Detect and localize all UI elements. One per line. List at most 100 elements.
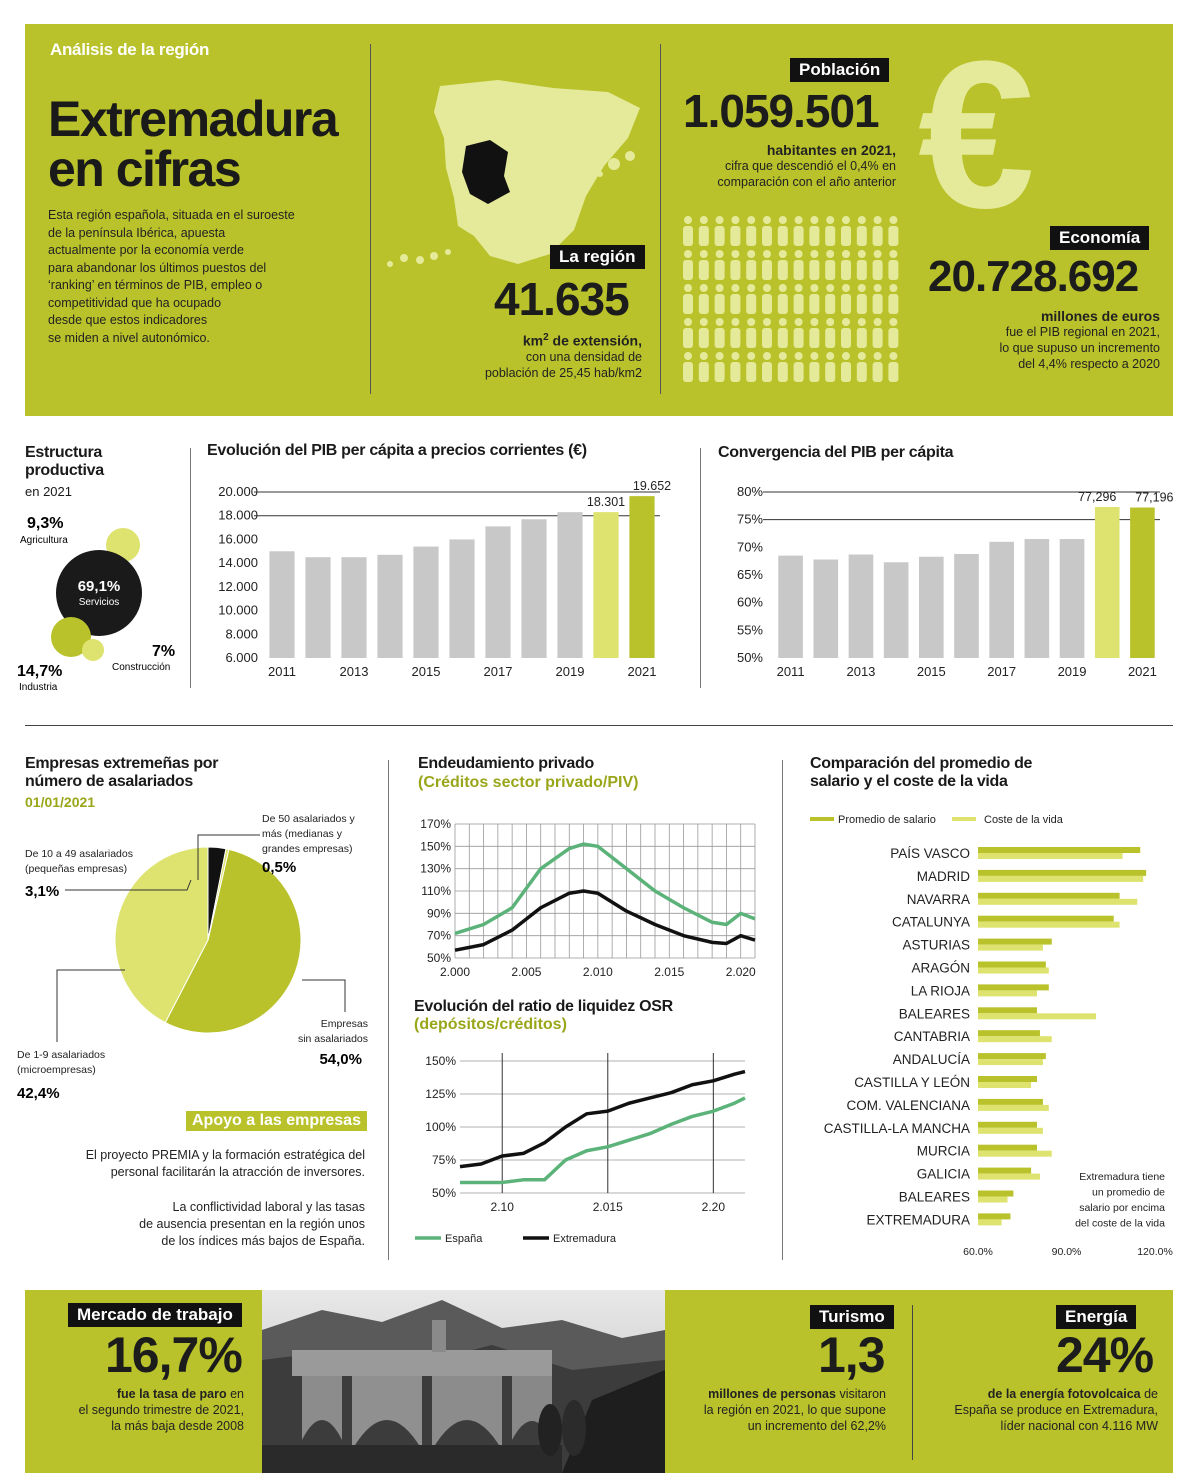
person-icon [778,352,787,360]
annotation: salario por encima [1079,1202,1165,1214]
bar [919,556,944,658]
salary-title: Comparación del promedio de salario y el… [810,755,1033,790]
bar [883,562,909,658]
intro-line: para abandonar los últimos puestos del [48,260,267,275]
person-icon [731,216,740,224]
structure-title-1: Estructura [25,444,103,461]
island [445,249,451,255]
y-tick-label: 8.000 [225,626,258,641]
person-icon [731,318,740,326]
intro-line: desde que estos indicadores [48,313,208,327]
person-icon [825,362,836,382]
person-icon [746,260,757,280]
pie-label-10: De 10 a 49 asalariados [25,848,133,860]
pie-label-50: más (medianas y [262,828,343,840]
intro-line: actualmente por la economía verde [48,243,244,257]
x-tick-label: 2011 [777,664,805,679]
person-icon [841,226,851,246]
person-icon [794,318,803,326]
tourism-bold: millones de personas [708,1387,836,1401]
person-icon [762,362,772,382]
serv-pct: 69,1% [78,578,121,595]
person-icon [794,250,803,258]
person-icon [841,294,851,314]
y-tick-label: 75% [737,512,763,527]
bar [269,551,295,658]
person-icon [699,352,708,360]
bar [1059,539,1085,658]
person-icon [730,362,741,382]
y-tick-label: 130% [420,862,451,876]
economy-line4: del 4,4% respecto a 2020 [1018,357,1160,371]
y-tick-label: 70% [427,929,451,943]
y-tick-label: 16.000 [218,531,258,546]
person-icon [762,260,772,280]
island [430,252,438,260]
economy-caption: millones de euros fue el PIB regional en… [920,308,1160,372]
person-icon [857,318,866,326]
person-icon [714,328,725,348]
category-label: BALEARES [899,1190,970,1205]
x-tick-label: 90.0% [1052,1246,1082,1258]
person-icon [842,216,850,224]
annotation: un promedio de [1092,1187,1165,1199]
person-icon [684,250,692,258]
person-icon [714,294,725,314]
y-tick-label: 50% [432,1186,456,1200]
x-tick-label: 2015 [917,664,946,679]
person-icon [809,328,820,348]
labor-line3: la más baja desde 2008 [111,1419,244,1433]
bar-cost [978,898,1138,905]
person-icon [842,352,850,360]
person-icon [715,284,724,292]
legend-label: Extremadura [553,1233,617,1245]
x-tick-label: 2015 [412,664,441,679]
bar-cost [978,1150,1052,1157]
person-icon [793,328,804,348]
bar-cost [978,1036,1052,1043]
support-text-2: La conflictividad laboral y las tasas de … [40,1199,365,1250]
person-icon [683,294,693,314]
x-tick-label: 2.20 [702,1200,726,1214]
bar-salary [978,1167,1032,1174]
person-icon [810,216,819,224]
annotation: Extremadura tiene [1079,1171,1165,1183]
person-icon [777,362,788,382]
island [625,151,635,161]
labor-line2: el segundo trimestre de 2021, [78,1403,244,1417]
y-tick-label: 90% [427,906,451,920]
person-icon [856,226,867,246]
divider [388,760,389,1260]
person-icon [778,318,787,326]
ind-pct: 14,7% [17,663,62,680]
pie-pct: 0,5% [262,859,296,876]
support-p2-line: de los índices más bajos de España. [161,1234,365,1248]
bar [593,512,619,658]
pie-pct: 54,0% [319,1051,362,1068]
person-icon [731,352,740,360]
person-icon [746,294,757,314]
bar [377,554,403,658]
category-label: MURCIA [917,1144,970,1159]
person-icon [889,352,898,360]
liquidity-title: Evolución del ratio de liquidez OSR [414,998,673,1015]
data-label: 77,196 [1135,491,1173,505]
bar [629,496,655,658]
economy-bold: millones de euros [1040,308,1160,324]
kicker: Análisis de la región [50,40,210,59]
y-tick-label: 170% [420,817,451,831]
unit-suffix: de extensión, [548,332,642,349]
bar-salary [978,1121,1037,1128]
island [387,261,393,267]
person-icon [794,284,803,292]
category-label: BALEARES [899,1006,970,1021]
bar [1024,539,1050,658]
x-tick-label: 2.005 [511,965,541,979]
y-tick-label: 55% [737,622,763,637]
debt-subtitle: (Créditos sector privado/PIV) [418,774,639,791]
header-band [25,24,1173,416]
person-icon [778,250,787,258]
person-icon [698,226,709,246]
leader-line [302,979,346,1012]
bar-salary [978,1144,1037,1151]
